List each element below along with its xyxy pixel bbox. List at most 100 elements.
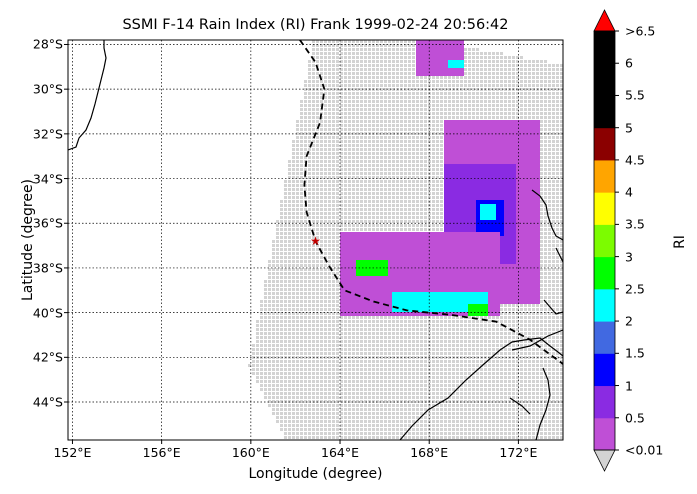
swath-pixel xyxy=(292,192,295,195)
swath-pixel xyxy=(380,156,383,159)
swath-pixel xyxy=(544,68,547,71)
swath-pixel xyxy=(440,204,443,207)
swath-pixel xyxy=(312,268,315,271)
swath-pixel xyxy=(320,192,323,195)
swath-pixel xyxy=(300,328,303,331)
swath-pixel xyxy=(532,60,535,63)
swath-pixel xyxy=(332,292,335,295)
swath-pixel xyxy=(356,52,359,55)
swath-pixel xyxy=(368,216,371,219)
swath-pixel xyxy=(548,244,551,247)
swath-pixel xyxy=(456,324,459,327)
swath-pixel xyxy=(372,192,375,195)
swath-pixel xyxy=(276,304,279,307)
swath-pixel xyxy=(464,88,467,91)
swath-pixel xyxy=(288,208,291,211)
swath-pixel xyxy=(424,116,427,119)
swath-pixel xyxy=(384,84,387,87)
swath-pixel xyxy=(324,124,327,127)
swath-pixel xyxy=(496,316,499,319)
swath-pixel xyxy=(508,308,511,311)
swath-pixel xyxy=(308,212,311,215)
swath-pixel xyxy=(432,160,435,163)
swath-pixel xyxy=(288,284,291,287)
swath-pixel xyxy=(336,248,339,251)
swath-pixel xyxy=(520,304,523,307)
swath-pixel xyxy=(480,324,483,327)
swath-pixel xyxy=(416,228,419,231)
swath-pixel xyxy=(372,60,375,63)
swath-pixel xyxy=(540,232,543,235)
swath-pixel xyxy=(404,204,407,207)
swath-pixel xyxy=(412,148,415,151)
swath-pixel xyxy=(400,192,403,195)
swath-pixel xyxy=(428,108,431,111)
swath-pixel xyxy=(308,108,311,111)
swath-pixel xyxy=(372,80,375,83)
swath-pixel xyxy=(504,96,507,99)
swath-pixel xyxy=(556,108,559,111)
swath-pixel xyxy=(388,124,391,127)
swath-pixel xyxy=(544,272,547,275)
swath-pixel xyxy=(408,92,411,95)
swath-pixel xyxy=(320,136,323,139)
swath-pixel xyxy=(548,308,551,311)
swath-pixel xyxy=(344,204,347,207)
swath-pixel xyxy=(300,304,303,307)
swath-pixel xyxy=(372,128,375,131)
swath-pixel xyxy=(400,80,403,83)
swath-pixel xyxy=(452,324,455,327)
swath-pixel xyxy=(364,220,367,223)
swath-pixel xyxy=(516,324,519,327)
swath-pixel xyxy=(480,84,483,87)
swath-pixel xyxy=(480,328,483,331)
swath-pixel xyxy=(296,204,299,207)
swath-pixel xyxy=(548,148,551,151)
swath-pixel xyxy=(388,116,391,119)
swath-pixel xyxy=(392,180,395,183)
swath-pixel xyxy=(328,212,331,215)
swath-pixel xyxy=(396,96,399,99)
swath-pixel xyxy=(396,220,399,223)
swath-pixel xyxy=(436,120,439,123)
swath-pixel xyxy=(324,328,327,331)
swath-pixel xyxy=(416,148,419,151)
swath-pixel xyxy=(336,84,339,87)
swath-pixel xyxy=(332,124,335,127)
swath-pixel xyxy=(328,316,331,319)
swath-pixel xyxy=(352,64,355,67)
swath-pixel xyxy=(296,168,299,171)
swath-pixel xyxy=(544,180,547,183)
swath-pixel xyxy=(336,232,339,235)
swath-pixel xyxy=(512,92,515,95)
swath-pixel xyxy=(356,104,359,107)
swath-pixel xyxy=(364,128,367,131)
swath-pixel xyxy=(340,128,343,131)
swath-pixel xyxy=(348,80,351,83)
swath-pixel xyxy=(492,68,495,71)
swath-pixel xyxy=(412,216,415,219)
swath-pixel xyxy=(316,96,319,99)
swath-pixel xyxy=(292,320,295,323)
swath-pixel xyxy=(276,236,279,239)
swath-pixel xyxy=(472,76,475,79)
swath-pixel xyxy=(376,320,379,323)
swath-pixel xyxy=(336,172,339,175)
swath-pixel xyxy=(324,220,327,223)
swath-pixel xyxy=(432,212,435,215)
swath-pixel xyxy=(304,212,307,215)
swath-pixel xyxy=(368,204,371,207)
swath-pixel xyxy=(520,96,523,99)
swath-pixel xyxy=(512,324,515,327)
swath-pixel xyxy=(372,40,375,43)
swath-pixel xyxy=(384,172,387,175)
swath-pixel xyxy=(268,296,271,299)
swath-pixel xyxy=(556,268,559,271)
swath-pixel xyxy=(556,140,559,143)
swath-pixel xyxy=(504,68,507,71)
swath-pixel xyxy=(504,104,507,107)
swath-pixel xyxy=(420,140,423,143)
swath-pixel xyxy=(556,80,559,83)
swath-pixel xyxy=(324,56,327,59)
swath-pixel xyxy=(316,292,319,295)
